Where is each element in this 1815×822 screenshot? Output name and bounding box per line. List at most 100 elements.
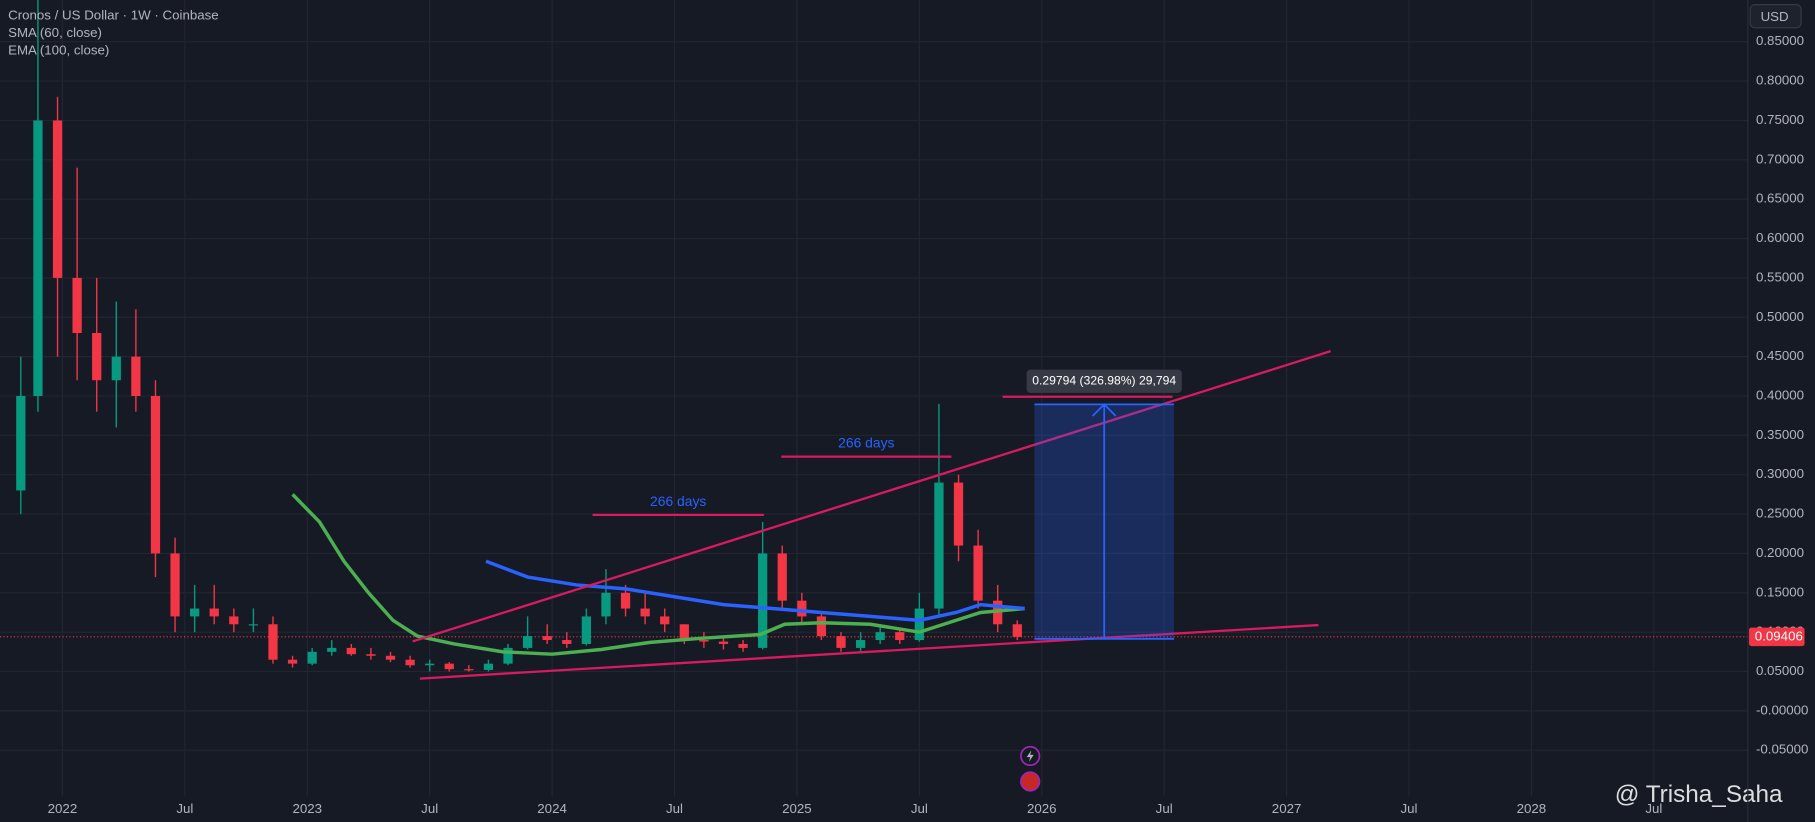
candle-body bbox=[895, 632, 905, 641]
candle-body bbox=[190, 608, 200, 617]
candle-body bbox=[52, 120, 63, 278]
y-tick-label: 0.50000 bbox=[1756, 309, 1804, 324]
candle-body bbox=[131, 356, 141, 396]
candle-body bbox=[16, 395, 26, 491]
x-tick-label: 2028 bbox=[1517, 801, 1547, 816]
x-tick-label: Jul bbox=[421, 801, 438, 816]
candle-body bbox=[875, 632, 885, 641]
candle-body bbox=[425, 663, 435, 666]
candle-body bbox=[327, 647, 337, 652]
candle-body bbox=[464, 669, 474, 671]
y-tick-label: -0.05000 bbox=[1756, 742, 1808, 757]
candle-body bbox=[953, 482, 964, 546]
x-tick-label: 2022 bbox=[48, 801, 78, 816]
plot: 266 days 266 days 0.29794 (326.98%) 29,794 bbox=[0, 0, 1748, 680]
y-tick-label: 0.20000 bbox=[1756, 545, 1804, 560]
candle-body bbox=[405, 659, 415, 666]
currency-label: USD bbox=[1761, 9, 1789, 24]
candle-body bbox=[777, 553, 787, 601]
candle-body bbox=[150, 395, 161, 554]
candle-body bbox=[111, 356, 121, 381]
candle-body bbox=[718, 641, 729, 644]
candle-body bbox=[581, 616, 592, 644]
candle-body bbox=[855, 640, 866, 648]
x-tick-label: 2025 bbox=[782, 801, 812, 816]
candle-body bbox=[797, 600, 807, 617]
candle-body bbox=[620, 592, 631, 609]
candle-body bbox=[385, 655, 396, 660]
trendline bbox=[412, 350, 1332, 643]
trendline bbox=[419, 623, 1319, 680]
candle-body bbox=[268, 624, 278, 660]
measure-label: 0.29794 (326.98%) 29,794 bbox=[1032, 373, 1176, 387]
candle-body bbox=[522, 636, 533, 648]
candle-body bbox=[248, 624, 259, 626]
candle-body bbox=[973, 545, 983, 601]
x-tick-label: 2027 bbox=[1272, 801, 1302, 816]
candle-body bbox=[934, 482, 944, 609]
y-tick-label: 0.65000 bbox=[1756, 191, 1804, 206]
price-label: 0.09406 bbox=[1755, 628, 1803, 643]
indicator-line bbox=[485, 559, 1025, 623]
x-tick-label: 2026 bbox=[1027, 801, 1057, 816]
candle-body bbox=[170, 553, 180, 617]
y-tick-label: 0.55000 bbox=[1756, 269, 1804, 284]
candle-body bbox=[601, 592, 611, 617]
currency-button[interactable] bbox=[1749, 4, 1802, 29]
y-tick-label: 0.40000 bbox=[1756, 387, 1804, 402]
candle-body bbox=[738, 643, 748, 648]
candle-body bbox=[444, 663, 454, 670]
candle-body bbox=[483, 663, 494, 670]
y-tick-label: 0.85000 bbox=[1756, 33, 1804, 48]
measure-label-bg bbox=[1026, 369, 1182, 393]
y-tick-label: 0.30000 bbox=[1756, 466, 1804, 481]
indicator-line bbox=[291, 493, 1025, 656]
x-tick-label: Jul bbox=[1401, 801, 1418, 816]
candle-body bbox=[503, 647, 513, 664]
x-tick-label: Jul bbox=[176, 801, 193, 816]
candle-body bbox=[679, 624, 689, 641]
candle-body bbox=[287, 659, 298, 664]
candle-body bbox=[92, 333, 102, 381]
y-tick-label: 0.60000 bbox=[1756, 230, 1804, 245]
watermark: @ Trisha_Saha bbox=[1615, 781, 1783, 808]
candle-body bbox=[72, 277, 82, 334]
y-tick-label: 0.75000 bbox=[1756, 112, 1804, 127]
price-label-bg bbox=[1749, 627, 1805, 647]
y-tick-label: 0.05000 bbox=[1756, 663, 1804, 678]
date-range-label: 266 days bbox=[838, 435, 894, 451]
legend-entry: EMA (100, close) bbox=[8, 42, 109, 57]
measure-arrowhead bbox=[1092, 403, 1117, 417]
event-icon[interactable] bbox=[1020, 771, 1041, 792]
candle-body bbox=[836, 636, 846, 648]
candle-body bbox=[1012, 624, 1022, 637]
candle-body bbox=[562, 640, 572, 644]
y-tick-label: 0.15000 bbox=[1756, 584, 1804, 599]
candle-body bbox=[660, 616, 670, 625]
x-tick-label: Jul bbox=[911, 801, 928, 816]
x-tick-label: Jul bbox=[1156, 801, 1173, 816]
y-tick-label: 0.45000 bbox=[1756, 348, 1804, 363]
candle-body bbox=[914, 608, 924, 641]
candle-body bbox=[816, 616, 827, 637]
event-icons bbox=[1020, 745, 1041, 792]
x-tick-label: 2023 bbox=[292, 801, 322, 816]
x-tick-label: Jul bbox=[666, 801, 683, 816]
candle-body bbox=[366, 654, 376, 656]
candle-body bbox=[33, 120, 43, 396]
y-tick-label: 0.35000 bbox=[1756, 427, 1804, 442]
candle-body bbox=[209, 608, 219, 617]
candle-body bbox=[229, 616, 239, 625]
candle-body bbox=[699, 640, 709, 642]
date-range-label: 266 days bbox=[650, 493, 706, 509]
candle-body bbox=[640, 608, 650, 617]
y-tick-label: -0.00000 bbox=[1756, 702, 1808, 717]
chart-title: Cronos / US Dollar · 1W · Coinbase bbox=[8, 8, 219, 23]
candle-body bbox=[758, 553, 768, 648]
candle-body bbox=[307, 651, 317, 664]
x-tick-label: 2024 bbox=[537, 801, 567, 816]
candle-body bbox=[542, 636, 552, 641]
